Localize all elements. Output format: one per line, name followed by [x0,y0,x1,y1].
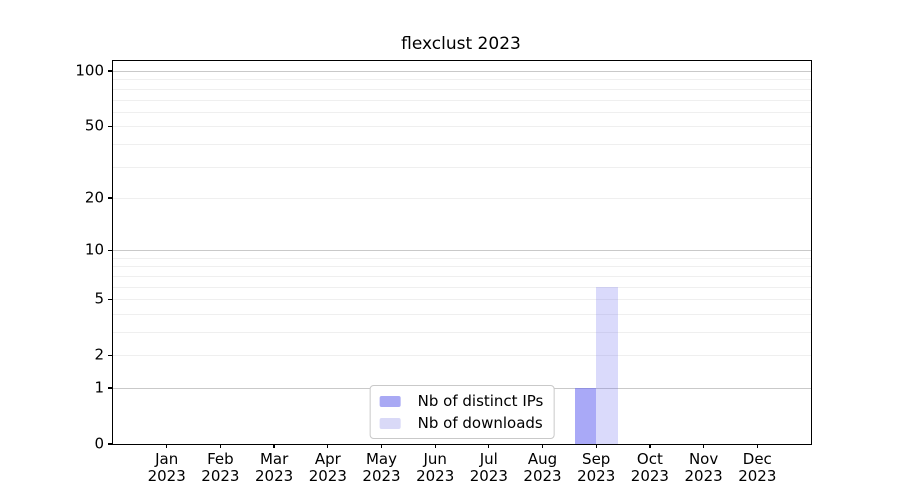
minor-gridline [113,355,811,357]
y-axis-label: 2 [94,345,104,364]
x-label-year: 2023 [308,466,347,485]
x-axis-tick [273,444,275,448]
x-axis-label: Feb 2023 [201,451,239,484]
x-label-year: 2023 [362,466,401,485]
y-axis-label: 1 [94,378,104,397]
legend-swatch-downloads [379,417,401,429]
x-label-month: Jan [155,450,179,468]
minor-gridline [113,197,811,199]
x-label-month: Feb [207,450,234,468]
minor-gridline [113,313,811,315]
y-axis-tick [108,70,112,72]
minor-gridline [113,79,811,81]
x-label-year: 2023 [147,466,186,485]
x-axis-label: Jan 2023 [148,451,186,484]
y-axis-tick [108,125,112,127]
y-axis-tick [108,298,112,300]
x-label-year: 2023 [201,466,240,485]
x-axis-tick [327,444,329,448]
minor-gridline [113,266,811,268]
y-axis-tick [108,249,112,251]
x-axis-label: Mar 2023 [255,451,293,484]
x-label-year: 2023 [416,466,455,485]
x-axis-tick [219,444,221,448]
x-label-month: Nov [688,450,719,468]
y-axis-tick [108,387,112,389]
minor-gridline [113,88,811,90]
x-axis-label: Aug 2023 [523,451,561,484]
legend-item-distinct-ips: Nb of distinct IPs [379,392,544,410]
x-label-month: Aug [527,450,558,468]
y-axis-label: 50 [84,116,104,135]
x-axis-label: Sep 2023 [577,451,615,484]
x-label-month: Jul [479,450,498,468]
x-axis-label: Dec 2023 [738,451,776,484]
y-axis-label: 5 [94,289,104,308]
x-label-year: 2023 [630,466,669,485]
x-axis-label: Jun 2023 [416,451,454,484]
x-label-year: 2023 [469,466,508,485]
legend-label-downloads: Nb of downloads [417,414,543,432]
minor-gridline [113,166,811,168]
minor-gridline [113,126,811,128]
major-gridline [113,71,811,72]
x-label-year: 2023 [684,466,723,485]
y-axis-label: 100 [75,61,104,80]
minor-gridline [113,143,811,145]
x-label-year: 2023 [523,466,562,485]
minor-gridline [113,257,811,259]
legend-swatch-distinct-ips [379,395,401,407]
minor-gridline [113,332,811,333]
x-label-month: Jun [423,450,447,468]
x-label-month: Mar [259,450,289,468]
x-label-month: Apr [314,450,341,468]
x-axis-tick [166,444,168,448]
bar-downloads [596,286,618,444]
x-label-year: 2023 [255,466,294,485]
x-axis-tick [541,444,544,448]
major-gridline [113,250,811,252]
x-axis-label: Jul 2023 [470,451,508,484]
x-label-month: Dec [742,450,772,468]
y-axis-tick [108,197,112,199]
minor-gridline [113,286,811,288]
x-axis-tick [488,444,490,448]
bar-distinct-ips [574,388,597,444]
y-axis-tick [108,443,112,445]
minor-gridline [113,111,811,113]
plot-area: 0 1 2 5 10 20 50 100 Jan 2023 Feb 2023 Mar 2023 Apr 202… [75,60,812,484]
x-axis-tick [649,444,651,448]
x-label-month: Sep [582,450,611,468]
y-axis-label: 0 [94,434,104,453]
x-axis-label: May 2023 [362,451,400,484]
x-axis-label: Apr 2023 [309,451,347,484]
x-label-month: May [365,450,397,468]
x-label-month: Oct [636,450,663,468]
minor-gridline [113,299,811,301]
x-axis-tick [595,444,597,448]
minor-gridline [113,275,811,277]
y-axis-label: 20 [84,188,104,207]
legend-item-downloads: Nb of downloads [379,414,544,432]
x-axis-tick [703,444,705,448]
x-axis-label: Nov 2023 [685,451,723,484]
x-label-year: 2023 [738,466,777,485]
x-axis-tick [434,444,436,448]
x-label-year: 2023 [577,466,616,485]
x-axis-tick [380,444,383,448]
chart-title: flexclust 2023 [401,34,521,54]
y-axis-label: 10 [84,240,104,259]
legend: Nb of distinct IPs Nb of downloads [369,385,555,439]
x-axis-label: Oct 2023 [631,451,669,484]
x-axis-tick [756,444,758,448]
minor-gridline [113,99,811,101]
legend-label-distinct-ips: Nb of distinct IPs [417,392,544,410]
y-axis-tick [108,354,112,356]
